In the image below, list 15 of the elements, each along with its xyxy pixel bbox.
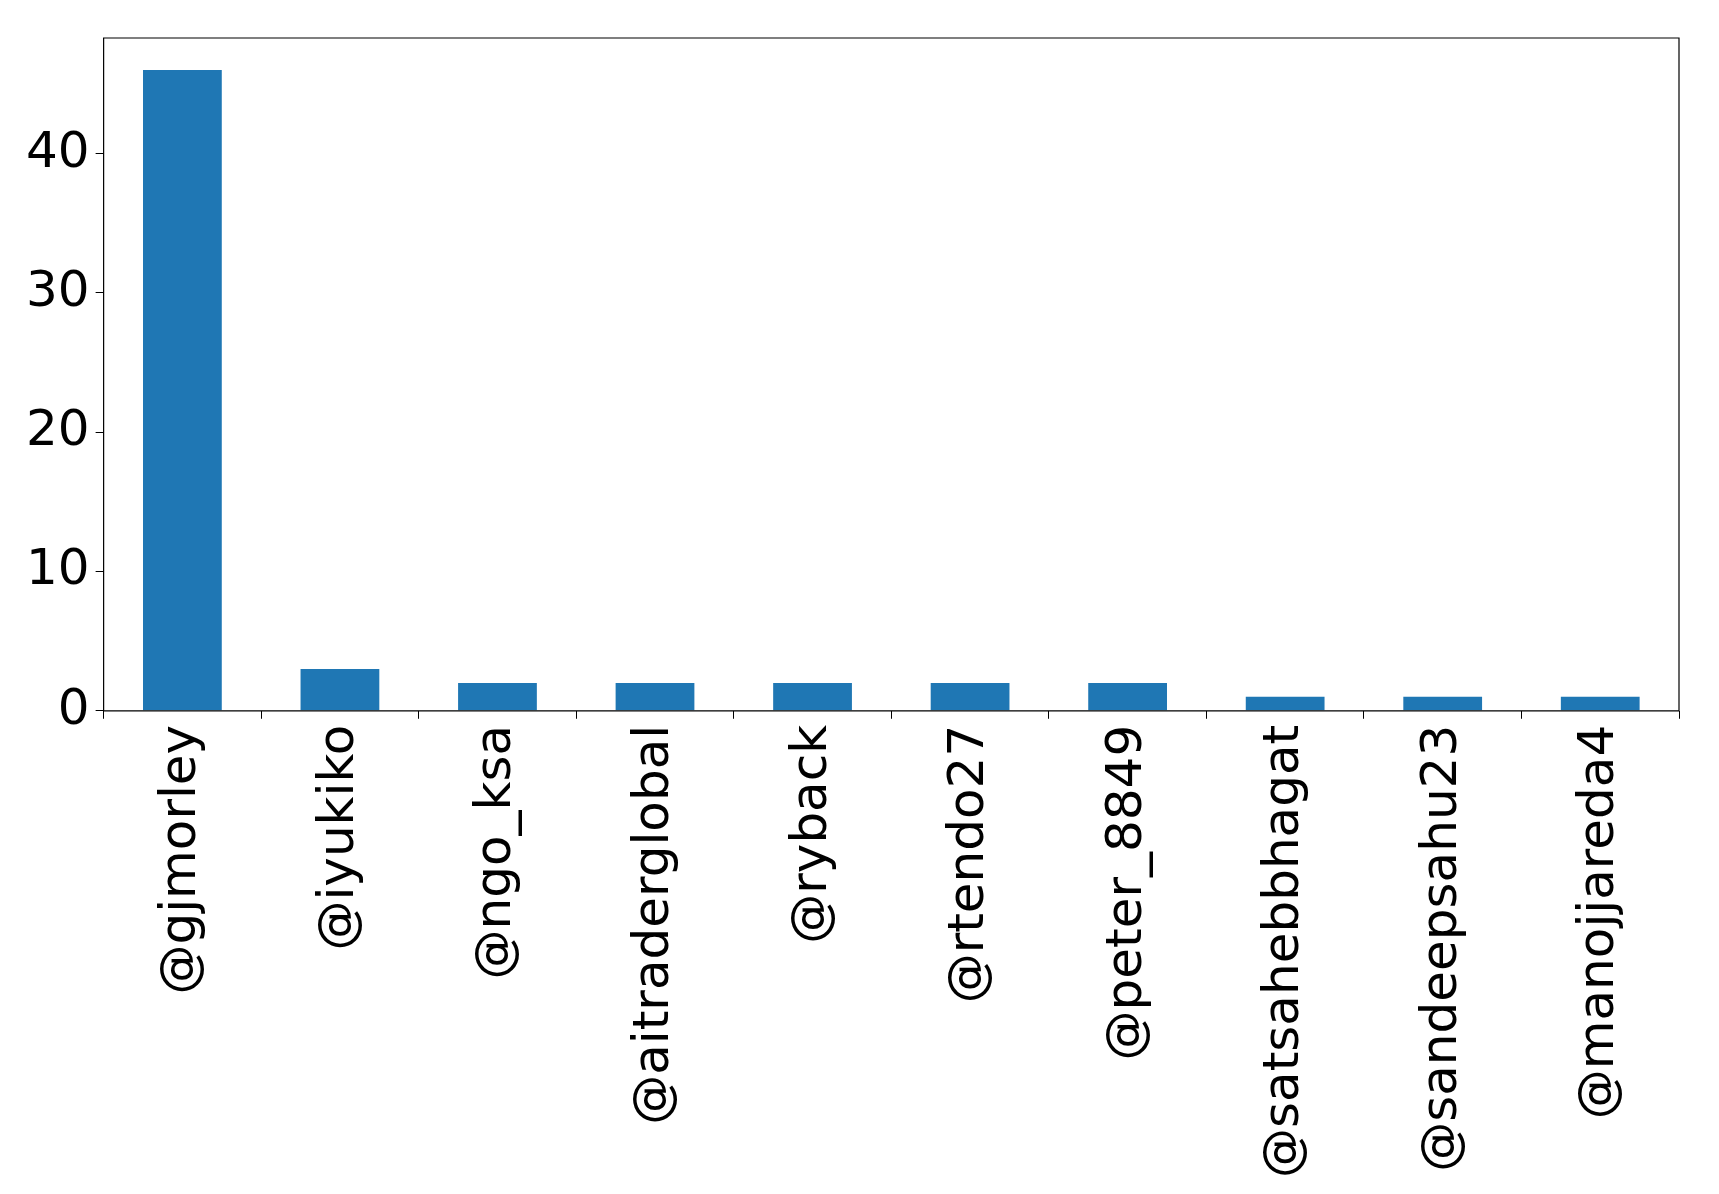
y-tick-label: 30 — [26, 259, 90, 318]
x-tick-label: @aitraderglobal — [621, 724, 680, 1125]
y-tick-label: 20 — [26, 399, 90, 458]
x-tick-label: @iyukiko — [306, 724, 365, 951]
y-tick-label: 0 — [57, 677, 90, 736]
x-tick-label: @sandeepsahu23 — [1409, 724, 1468, 1172]
x-tick-label: @satsahebbhagat — [1252, 724, 1311, 1179]
x-tick-label: @ngo_ksa — [464, 724, 523, 980]
x-tick-label: @rtendo27 — [937, 724, 996, 1004]
x-tick-label: @ryback — [779, 724, 838, 944]
x-tick-label: @manojjareda4 — [1567, 724, 1626, 1120]
y-tick-label: 40 — [26, 120, 90, 179]
x-tick-label: @peter_8849 — [1094, 724, 1153, 1061]
y-tick-label: 10 — [26, 538, 90, 597]
x-tick-label: @gjmorley — [149, 724, 208, 995]
